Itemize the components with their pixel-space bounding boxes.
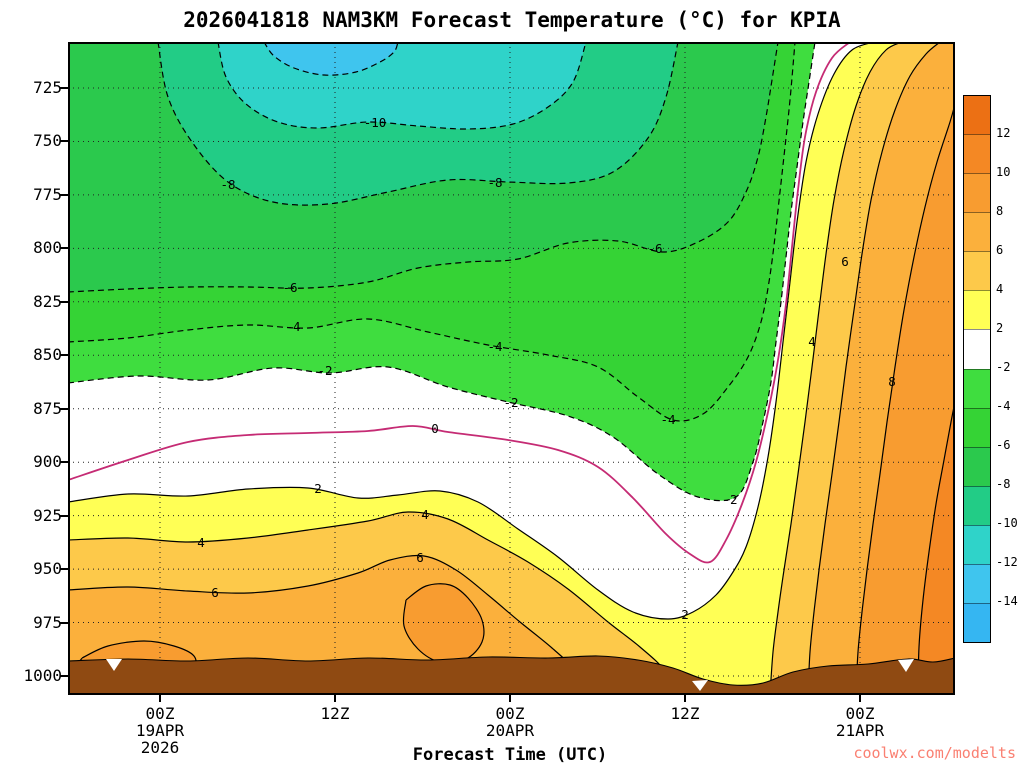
colorbar-segment — [964, 329, 990, 369]
colorbar-tick-label: -12 — [996, 555, 1018, 569]
y-tick-label: 850 — [33, 345, 62, 365]
contour-label: -6 — [282, 280, 297, 295]
contour-label: -4 — [285, 319, 300, 334]
forecast-cross-section-plot: -10 -8 -8 -6 -6 -4 -4 -4 -2 -2 -2 0 2 2 4 4 6 6 4 6 8 — [68, 42, 955, 695]
y-tick-label: 875 — [33, 398, 62, 418]
colorbar-tick-label: -6 — [996, 438, 1011, 452]
x-tick-label: 00Z — [145, 704, 175, 723]
chart-title: 2026041818 NAM3KM Forecast Temperature (… — [183, 8, 841, 32]
y-tick-label: 775 — [33, 184, 62, 204]
colorbar-segment — [964, 96, 990, 135]
contour-label: 4 — [421, 507, 429, 522]
y-tick-mark — [60, 247, 68, 250]
y-tick-mark — [60, 407, 68, 410]
x-tick-mark — [859, 695, 861, 702]
contour-label: 0 — [431, 421, 439, 436]
y-tick-label: 750 — [33, 131, 62, 151]
x-tick-sublabel: 19APR — [135, 721, 185, 740]
y-tick-mark — [60, 354, 68, 357]
contour-label: 6 — [841, 254, 849, 269]
colorbar-tick-label: 12 — [996, 126, 1011, 140]
y-tick-label: 725 — [33, 78, 62, 97]
contour-label: -2 — [317, 363, 332, 378]
contour-label: 2 — [681, 607, 689, 622]
zero-degree-line — [68, 42, 851, 564]
contour-label: 4 — [808, 334, 816, 349]
x-tick-label: 12Z — [320, 704, 350, 723]
colorbar-segment — [964, 251, 990, 291]
y-tick-label: 950 — [33, 559, 62, 579]
colorbar-segment — [964, 290, 990, 330]
y-tick-label: 800 — [33, 238, 62, 258]
y-tick-mark — [60, 87, 68, 89]
contour-label: -2 — [503, 395, 518, 410]
y-tick-mark — [60, 461, 68, 464]
contour-label: -2 — [722, 492, 737, 507]
x-tick-mark — [159, 695, 161, 702]
colorbar-segment — [964, 524, 990, 564]
x-tick-mark — [509, 695, 511, 702]
y-tick-mark — [60, 300, 68, 303]
colorbar-segment — [964, 407, 990, 447]
x-tick-mark — [334, 695, 336, 702]
colorbar-tick-label: 4 — [996, 282, 1004, 296]
x-tick-mark — [684, 695, 686, 702]
contour-fills — [68, 42, 955, 695]
colorbar-tick-label: 2 — [996, 321, 1004, 335]
y-tick-mark — [60, 140, 68, 143]
x-tick-label: 00Z — [845, 704, 875, 723]
colorbar-tick-label: -4 — [996, 399, 1011, 413]
colorbar-tick-label: -8 — [996, 477, 1011, 491]
y-tick-mark — [60, 674, 68, 677]
y-tick-mark — [60, 514, 68, 517]
contour-label: -4 — [487, 339, 502, 354]
colorbar-tick-label: 8 — [996, 204, 1004, 218]
colorbar-segment — [964, 368, 990, 408]
contour-label: 2 — [314, 481, 322, 496]
colorbar-segment — [964, 173, 990, 213]
y-tick-mark — [60, 193, 68, 196]
contour-label: -10 — [364, 115, 387, 130]
y-tick-label: 1000 — [23, 665, 62, 685]
terrain — [68, 655, 955, 695]
colorbar-segment — [964, 563, 990, 604]
y-tick-label: 975 — [33, 612, 62, 632]
contour-label: 6 — [211, 585, 219, 600]
y-tick-label: 825 — [33, 291, 62, 311]
x-tick-sublabel: 20APR — [485, 721, 535, 740]
contour-label: -4 — [660, 412, 675, 427]
x-axis-title: Forecast Time (UTC) — [412, 745, 608, 765]
watermark: coolwx.com/modelts — [853, 744, 1016, 762]
x-tick-label: 12Z — [670, 704, 700, 723]
x-tick-sublabel: 21APR — [835, 721, 885, 740]
x-tick-label: 00Z — [495, 704, 525, 723]
y-tick-mark — [60, 621, 68, 624]
colorbar-tick-label: -10 — [996, 516, 1018, 530]
contour-field: -10 -8 -8 -6 -6 -4 -4 -4 -2 -2 -2 0 2 2 4 4 6 6 4 6 8 — [68, 42, 955, 695]
contour-label: 4 — [197, 535, 205, 550]
colorbar-tick-label: -14 — [996, 594, 1018, 608]
y-tick-label: 900 — [33, 452, 62, 472]
contour-labels: -10 -8 -8 -6 -6 -4 -4 -4 -2 -2 -2 0 2 2 4 4 6 6 4 6 8 — [197, 115, 896, 622]
colorbar-segment — [964, 485, 990, 525]
plot-border — [68, 42, 955, 695]
contour-label: 6 — [416, 550, 424, 565]
colorbar-segment — [964, 446, 990, 486]
colorbar-tick-label: 6 — [996, 243, 1004, 257]
contour-label: -8 — [487, 175, 502, 190]
colorbar-segment — [964, 134, 990, 174]
colorbar — [963, 95, 991, 643]
contour-lines — [68, 42, 955, 695]
colorbar-tick-label: -2 — [996, 360, 1011, 374]
colorbar-segment — [964, 212, 990, 252]
y-tick-mark — [60, 568, 68, 571]
contour-label: -6 — [647, 241, 662, 256]
contour-label: -8 — [220, 177, 235, 192]
colorbar-segment — [964, 603, 990, 643]
x-tick-sublabel: 2026 — [140, 738, 180, 757]
contour-label: 8 — [888, 374, 896, 389]
y-tick-label: 925 — [33, 505, 62, 525]
colorbar-tick-label: 10 — [996, 165, 1011, 179]
